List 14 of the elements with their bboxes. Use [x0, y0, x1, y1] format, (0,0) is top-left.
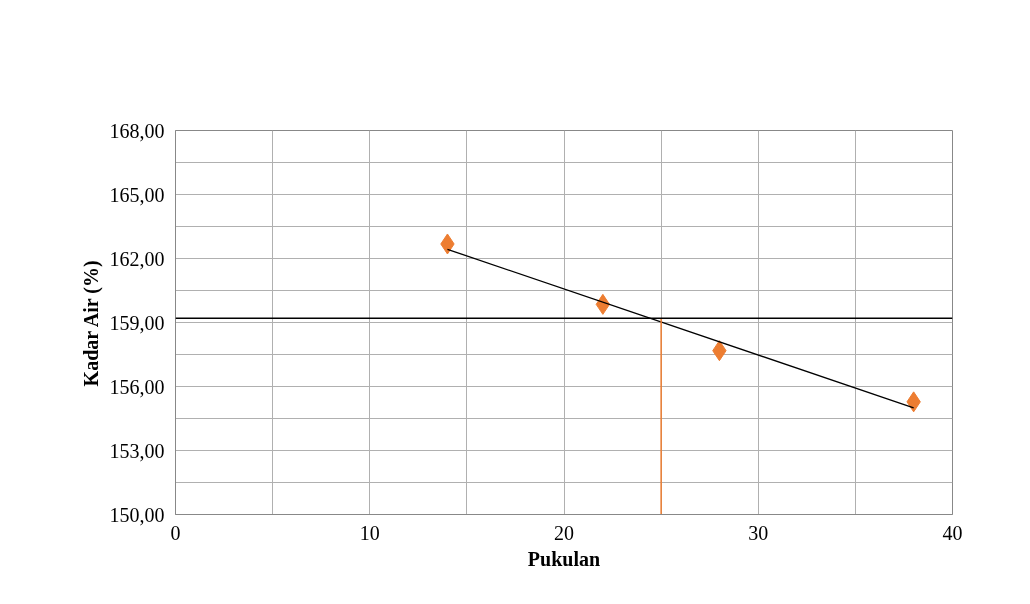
y-tick-label: 156,00 — [109, 375, 165, 398]
y-tick-label: 165,00 — [109, 183, 165, 206]
x-tick-label: 20 — [554, 521, 574, 544]
y-tick-label: 159,00 — [109, 311, 165, 334]
x-tick-label: 40 — [942, 521, 963, 544]
y-axis-title: Kadar Air (%) — [79, 260, 103, 387]
x-tick-label: 0 — [170, 521, 181, 544]
y-tick-label: 168,00 — [109, 119, 165, 142]
y-tick-label: 153,00 — [109, 439, 165, 462]
x-tick-label: 30 — [748, 521, 769, 544]
x-tick-label: 10 — [359, 521, 380, 544]
y-tick-label: 162,00 — [109, 247, 165, 270]
x-axis-title: Pukulan — [527, 547, 601, 570]
y-tick-label: 150,00 — [109, 503, 165, 526]
